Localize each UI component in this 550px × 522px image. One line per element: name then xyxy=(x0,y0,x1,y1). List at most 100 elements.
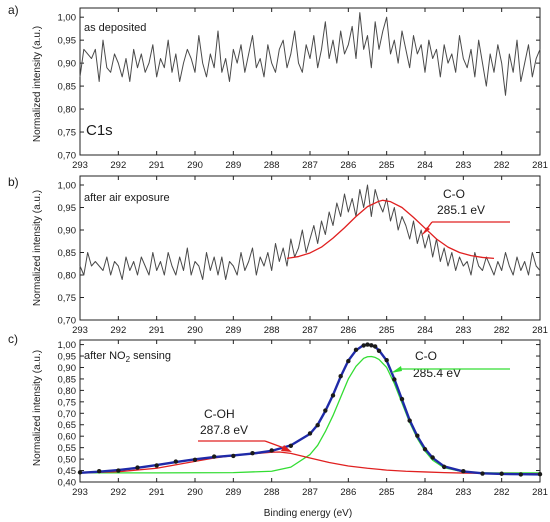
data-point xyxy=(154,463,159,468)
data-point xyxy=(499,471,504,476)
x-tick-label: 292 xyxy=(110,160,126,171)
y-tick-label: 0,75 xyxy=(58,397,77,408)
x-tick-label: 282 xyxy=(494,325,510,336)
data-point xyxy=(192,457,198,462)
data-point xyxy=(480,471,485,476)
series-fit-curve xyxy=(286,199,495,259)
panel-a-as-deposited: a) Normalized intensity (a.u.) as deposi… xyxy=(8,3,548,171)
x-tick-label: 286 xyxy=(340,160,356,171)
x-tick-label: 292 xyxy=(110,487,126,498)
y-tick-label: 1,00 xyxy=(58,13,77,24)
y-tick-label: 1,00 xyxy=(58,340,77,351)
annotation-co-label: C-O xyxy=(415,349,437,363)
x-tick-label: 287 xyxy=(302,487,318,498)
x-tick-label: 290 xyxy=(187,487,203,498)
x-tick-label: 287 xyxy=(302,325,318,336)
x-tick-label: 292 xyxy=(110,325,126,336)
data-point xyxy=(518,472,524,477)
data-point xyxy=(361,343,366,348)
x-tick-label: 293 xyxy=(72,487,88,498)
y-tick-label: 0,90 xyxy=(58,59,77,70)
x-tick-label: 282 xyxy=(494,160,510,171)
condition-subscript: 2 xyxy=(126,355,131,364)
data-point xyxy=(211,454,217,459)
panel-label: a) xyxy=(8,3,19,17)
annotation-peak-value: 285.1 eV xyxy=(437,203,485,217)
annotation-leader-line xyxy=(264,440,285,449)
series-component-c-o xyxy=(80,355,540,474)
condition-text: after NO xyxy=(84,350,126,362)
x-tick-label: 281 xyxy=(532,325,548,336)
data-point xyxy=(315,423,320,428)
series-data-points xyxy=(77,342,543,477)
y-tick-label: 0,80 xyxy=(58,386,77,397)
data-point xyxy=(231,453,236,459)
y-tick-label: 0,95 xyxy=(58,36,77,47)
x-tick-label: 291 xyxy=(149,487,165,498)
x-tick-label: 284 xyxy=(417,487,433,498)
data-point xyxy=(96,469,102,474)
data-point xyxy=(369,343,374,348)
x-tick-label: 290 xyxy=(187,160,203,171)
x-axis-label: Binding energy (eV) xyxy=(264,508,352,519)
x-tick-label: 288 xyxy=(264,160,280,171)
data-point xyxy=(323,408,328,413)
annotation-peak-label: C-O xyxy=(443,187,465,201)
y-tick-label: 0,95 xyxy=(58,352,77,363)
panel-c-after-no2-sensing: c) Normalized intensity (a.u.) after NO2… xyxy=(8,332,548,519)
annotation-coh-value: 287.8 eV xyxy=(200,423,248,437)
y-tick-label: 0,90 xyxy=(58,363,77,374)
data-point xyxy=(415,433,420,438)
data-point xyxy=(461,469,466,474)
plot-frame xyxy=(79,7,541,156)
y-tick-label: 0,90 xyxy=(58,226,77,237)
x-tick-label: 283 xyxy=(455,325,471,336)
x-tick-label: 285 xyxy=(379,325,395,336)
x-tick-label: 285 xyxy=(379,160,395,171)
data-point xyxy=(537,472,543,477)
data-point xyxy=(288,443,294,449)
x-tick-label: 286 xyxy=(340,487,356,498)
y-tick-label: 0,80 xyxy=(58,105,77,116)
x-tick-label: 284 xyxy=(417,325,433,336)
y-tick-label: 0,85 xyxy=(58,374,77,385)
data-point xyxy=(135,465,140,470)
data-point xyxy=(422,447,428,452)
condition-label: as deposited xyxy=(84,22,146,34)
x-tick-label: 288 xyxy=(264,487,280,498)
data-point xyxy=(173,459,179,464)
y-axis-label: Normalized intensity (a.u.) xyxy=(32,350,43,466)
data-point xyxy=(376,348,382,353)
y-tick-label: 1,00 xyxy=(58,181,77,192)
annotation-coh-label: C-OH xyxy=(204,407,235,421)
series-raw-spectrum xyxy=(79,184,541,280)
y-tick-label: 0,70 xyxy=(58,316,77,327)
data-point xyxy=(384,357,389,363)
data-point xyxy=(250,450,255,456)
data-point xyxy=(346,358,351,364)
y-axis-label: Normalized intensity (a.u.) xyxy=(32,26,43,142)
data-point xyxy=(407,418,412,423)
arrow-icon xyxy=(391,366,402,373)
x-tick-label: 284 xyxy=(417,160,433,171)
x-tick-label: 281 xyxy=(532,487,548,498)
panel-label: c) xyxy=(8,332,18,346)
x-tick-label: 283 xyxy=(455,160,471,171)
y-axis-label: Normalized intensity (a.u.) xyxy=(32,190,43,306)
condition-tail: sensing xyxy=(130,350,171,362)
y-tick-label: 0,75 xyxy=(58,293,77,304)
y-tick-label: 0,70 xyxy=(58,151,77,162)
x-tick-label: 293 xyxy=(72,325,88,336)
panel-label: b) xyxy=(8,175,19,189)
data-point xyxy=(77,470,83,475)
x-tick-label: 289 xyxy=(225,325,241,336)
y-tick-label: 0,80 xyxy=(58,271,77,282)
data-point xyxy=(365,342,370,347)
data-point xyxy=(392,377,397,382)
data-point xyxy=(441,464,447,470)
x-tick-label: 293 xyxy=(72,160,88,171)
data-point xyxy=(353,347,359,353)
data-point xyxy=(116,468,121,473)
x-tick-label: 290 xyxy=(187,325,203,336)
